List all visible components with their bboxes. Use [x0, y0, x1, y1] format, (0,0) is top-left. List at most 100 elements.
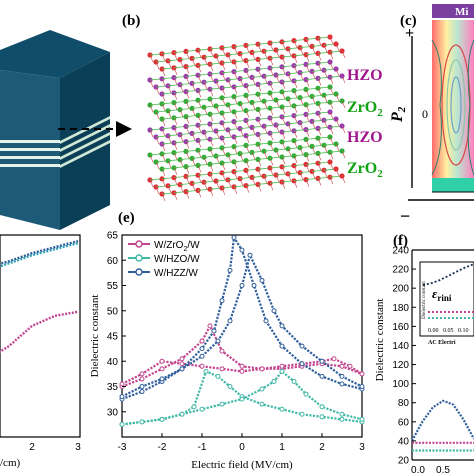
e-ytick-label-4: 50	[107, 306, 119, 317]
f-ytick-label-5: 120	[392, 360, 409, 371]
series-2-up-point-6	[219, 298, 225, 304]
panel-label-f: (f)	[393, 233, 408, 249]
series-2-down-point-1	[139, 384, 145, 389]
series-2-down-point-0	[119, 394, 125, 400]
series-0-up-point-2	[159, 366, 165, 372]
series-0-up-point-4	[199, 338, 205, 344]
panel-e-ylabel: Dielectric constant	[89, 295, 101, 378]
series-0-up-point-3	[179, 356, 185, 362]
series-1-up-point-5	[203, 368, 209, 374]
series-1-up-point-9	[259, 401, 265, 407]
series-1-down-point-1	[139, 419, 145, 425]
layer-labels: HZO ZrO2 HZO ZrO2	[347, 67, 383, 180]
e-ytick-label-3: 45	[107, 332, 119, 343]
layer-label-2: ZrO2	[347, 99, 383, 119]
panel-label-b: (b)	[122, 13, 140, 29]
f-ytick-label-6: 140	[392, 341, 409, 352]
panel-c-plus: +	[405, 25, 414, 42]
f-xtick-label-1: 0.5	[436, 465, 450, 474]
panel-f-inset-blue-trend	[422, 263, 474, 286]
panel-d-curves	[0, 239, 79, 354]
series-0-down-point-1	[139, 371, 145, 377]
layer-label-1: HZO	[347, 67, 383, 84]
series-2-up-point-11	[263, 318, 269, 324]
e-xtick-label-5: 2	[319, 442, 325, 453]
series-1-down-point-14	[359, 416, 365, 422]
e-ytick-label-0: 30	[107, 407, 119, 418]
e-ytick-label-6: 60	[107, 256, 119, 267]
series-1-down-point-12	[319, 404, 325, 410]
series-2-up-point-12	[279, 343, 285, 349]
series-2-up-point-7	[227, 267, 233, 273]
series-1-down-point-0	[119, 421, 125, 427]
panel-e-curves	[119, 234, 365, 427]
legend-swatch-marker-0	[135, 240, 143, 248]
crystal-structure	[147, 34, 346, 202]
e-xtick-label-3: 0	[239, 442, 245, 453]
legend-label-2: W/HZZ/W	[154, 268, 198, 279]
device-layer-stripes	[0, 116, 110, 168]
e-ytick-label-5: 55	[107, 281, 119, 292]
e-xtick-label-1: -2	[158, 442, 167, 453]
series-0-down-point-5	[219, 366, 225, 372]
d-series-1-line	[0, 310, 79, 354]
f-ytick-label-9: 200	[392, 284, 409, 295]
series-2-down-point-7	[239, 283, 245, 288]
series-2-down-point-9	[259, 277, 265, 283]
series-0-up-point-1	[139, 376, 145, 382]
series-2-up-point-1	[139, 389, 145, 395]
series-2-down-point-8	[247, 252, 253, 258]
f-ytick-label-11: 240	[392, 246, 409, 257]
layer-label-4: ZrO2	[347, 160, 383, 180]
panel-c-header-text: Mi	[455, 6, 468, 18]
series-1-up-point-4	[191, 404, 197, 410]
panel-d-xlabel: /cm)	[0, 457, 20, 469]
panel-f-inset-xtick-1: 0.05	[443, 328, 454, 334]
series-0-down-point-2	[159, 358, 165, 364]
panel-f-plot: 20 40 60 80 100 120 140 160 180 200 220 240 0.0 0.5 D…	[374, 246, 474, 474]
series-2-up-point-5	[211, 328, 217, 334]
e-xtick-label-6: 3	[359, 442, 365, 453]
series-1-down-point-7	[259, 386, 265, 392]
panel-f-inset-xlabel: AC Electri	[428, 340, 456, 346]
energy-landscape-map	[431, 20, 474, 192]
series-0-down-point-4	[199, 363, 205, 369]
e-ytick-label-7: 65	[107, 231, 119, 242]
series-0-up-point-5	[207, 323, 213, 329]
panel-e-frame	[121, 234, 363, 438]
series-0-down-point-0	[119, 381, 125, 387]
panel-e-legend: W/ZrO2/WW/HZO/W W/HZZ/W	[128, 240, 200, 279]
panel-f-inset-xtick-2: 0.10	[458, 328, 469, 334]
d-series-2-line	[0, 239, 79, 265]
f-ytick-label-7: 160	[392, 322, 409, 333]
series-1-down-point-4	[199, 406, 205, 412]
panel-d-frame	[0, 234, 81, 438]
f-ytick-label-3: 80	[398, 398, 410, 409]
f-xtick-label-0: 0.0	[411, 465, 425, 474]
series-0-down-point-12	[347, 363, 353, 369]
series-0-down-point-11	[331, 356, 337, 362]
panel-f-ylabel: Dielectric constant	[374, 299, 386, 382]
d-xtick-label-1: 3	[75, 442, 81, 453]
d-series-0-line	[0, 241, 79, 268]
series-2-down-line	[121, 252, 363, 398]
panel-label-c: (c)	[400, 13, 417, 29]
panel-f-ticks: 20 40 60 80 100 120 140 160 180 200 220 240 0.0 0.5	[392, 246, 450, 474]
layer-label-3: HZO	[347, 129, 383, 146]
f-ytick-label-4: 100	[392, 379, 409, 390]
series-1-down-point-6	[239, 396, 245, 402]
panel-f-inset-frame	[419, 261, 474, 337]
series-2-down-point-4	[199, 353, 205, 359]
series-2-down-point-5	[215, 338, 221, 344]
legend-swatch-marker-2	[135, 268, 143, 276]
series-1-up-point-11	[299, 411, 305, 417]
series-0-up-point-7	[239, 363, 245, 369]
series-2-down-point-3	[179, 366, 185, 372]
device-stack-illustration	[0, 30, 132, 230]
series-1-up-point-12	[319, 414, 325, 420]
series-0-up-line	[121, 323, 363, 388]
d-xtick-label-0: 2	[29, 442, 35, 453]
f-ytick-label-1: 40	[398, 436, 410, 447]
panel-e-ticks: -3 -2 -1 0 1 2 3 30 35 40 45 50 55 60 65	[107, 231, 365, 454]
panel-f-inset: εrini Dielectric constant 0.00 0.05 0.10…	[419, 261, 474, 346]
